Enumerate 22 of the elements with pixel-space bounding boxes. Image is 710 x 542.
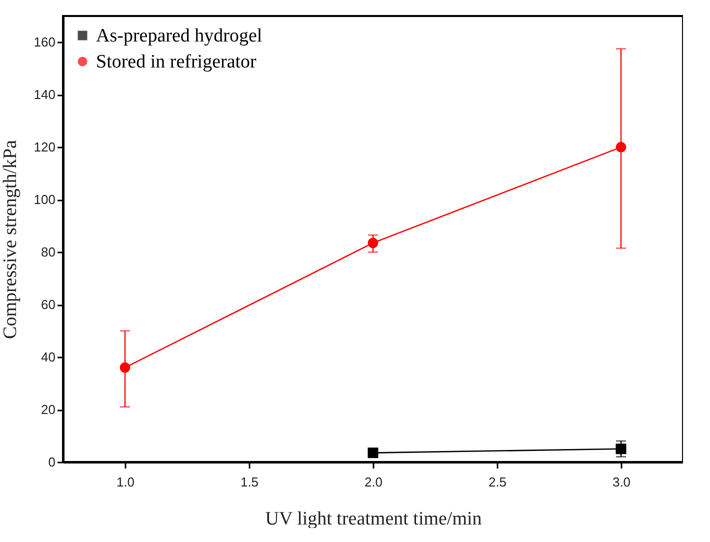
y-tick-label: 120 bbox=[34, 140, 56, 155]
y-tick-label: 140 bbox=[34, 87, 56, 102]
point bbox=[120, 362, 130, 373]
y-tick-label: 160 bbox=[34, 34, 56, 50]
point bbox=[616, 142, 626, 152]
y-tick-label: 80 bbox=[41, 244, 56, 260]
y-tick-label: 100 bbox=[34, 192, 56, 208]
x-tick-label: 2.5 bbox=[488, 474, 507, 490]
y-tick-label: 40 bbox=[41, 350, 56, 365]
y-tick-label: 60 bbox=[41, 297, 56, 312]
y-axis-title: Compressive strength/kPa bbox=[0, 139, 21, 339]
x-tick-label: 2.0 bbox=[364, 474, 383, 490]
x-tick-label: 3.0 bbox=[612, 474, 631, 490]
x-tick-label: 1.0 bbox=[116, 474, 135, 490]
point bbox=[368, 448, 378, 458]
point bbox=[368, 238, 378, 248]
legend-label: Stored in refrigerator bbox=[96, 52, 258, 72]
y-tick-label: 0 bbox=[48, 454, 56, 470]
x-tick-label: 1.5 bbox=[240, 474, 259, 490]
point bbox=[616, 444, 626, 454]
y-tick-label: 20 bbox=[41, 402, 56, 418]
legend-label: As-prepared hydrogel bbox=[96, 26, 262, 46]
